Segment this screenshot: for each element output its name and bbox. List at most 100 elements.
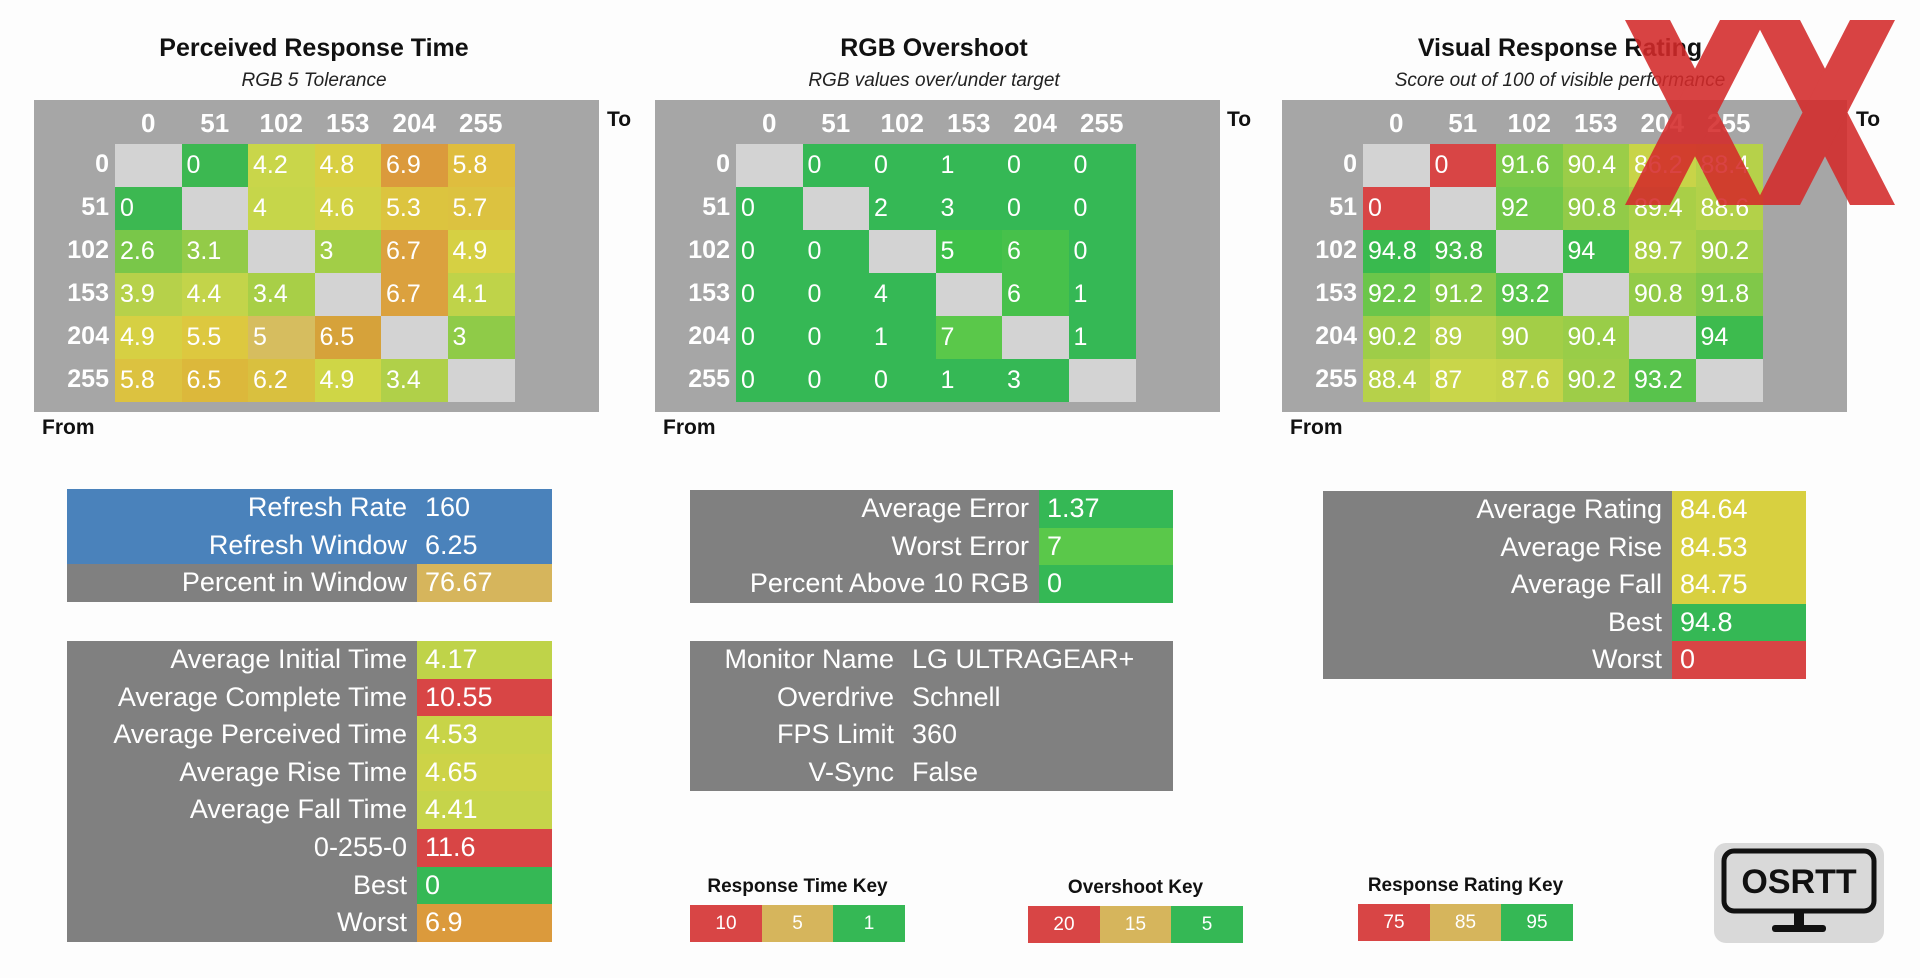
heatmap-cell: 0 bbox=[1068, 144, 1136, 187]
heatmap-cell: 4.9 bbox=[115, 316, 182, 359]
heatmap-cell: 5 bbox=[248, 316, 315, 359]
heatmap-cell-empty bbox=[1068, 359, 1136, 402]
column-header: 102 bbox=[1507, 108, 1551, 138]
heatmap-cell: 91.2 bbox=[1429, 273, 1497, 316]
axis-to-label: To bbox=[1856, 108, 1881, 131]
heatmap-cell: 4.4 bbox=[181, 273, 249, 316]
stat-label: Average Fall Time bbox=[67, 791, 417, 829]
stat-row: Percent in Window 76.67 bbox=[67, 564, 552, 602]
heatmap-cell: 1 bbox=[935, 144, 1003, 187]
stat-row: Refresh Rate 160 bbox=[67, 489, 552, 527]
chart-title-response-time: Perceived Response Time bbox=[159, 34, 469, 62]
column-header: 204 bbox=[1013, 108, 1057, 138]
heatmap-cell: 89.4 bbox=[1629, 187, 1696, 230]
stat-value: 6.9 bbox=[417, 904, 552, 942]
heatmap-cell: 5.5 bbox=[181, 316, 249, 359]
stat-label: Worst bbox=[67, 904, 417, 942]
heatmap-cell: 89 bbox=[1429, 316, 1497, 359]
stat-row: Average Rise 84.53 bbox=[1323, 528, 1806, 567]
axis-from-label: From bbox=[663, 416, 716, 439]
stat-label: Worst bbox=[1323, 641, 1672, 679]
heatmap-cell-empty bbox=[802, 187, 870, 230]
stat-value: Schnell bbox=[904, 678, 1173, 717]
heatmap-cell: 92.2 bbox=[1363, 273, 1430, 316]
stat-value: 1.37 bbox=[1039, 490, 1173, 528]
stat-value: False bbox=[904, 753, 1173, 792]
heatmap-cell: 90.2 bbox=[1363, 316, 1430, 359]
stat-value: 4.17 bbox=[417, 641, 552, 679]
stat-row: Average Perceived Time 4.53 bbox=[67, 716, 552, 754]
heatmap-cell-empty bbox=[1496, 230, 1563, 273]
axis-to-label: To bbox=[1227, 108, 1252, 131]
column-header: 204 bbox=[1640, 108, 1684, 138]
heatmap-cell: 1 bbox=[869, 316, 936, 359]
heatmap-cell: 4.8 bbox=[314, 144, 382, 187]
heatmap-cell: 90.8 bbox=[1562, 187, 1630, 230]
stat-row: Average Fall Time 4.41 bbox=[67, 791, 552, 829]
stat-row: Average Complete Time 10.55 bbox=[67, 678, 552, 717]
heatmap-cell: 3 bbox=[935, 187, 1003, 230]
row-header: 255 bbox=[67, 365, 109, 393]
stat-label: Average Rise bbox=[1323, 528, 1672, 567]
stat-label: Average Error bbox=[690, 490, 1039, 528]
heatmap-cell: 0 bbox=[736, 230, 803, 273]
heatmap-cell: 1 bbox=[1068, 316, 1136, 359]
heatmap-cell: 3.4 bbox=[248, 273, 315, 316]
heatmap-cell-empty bbox=[1363, 144, 1430, 187]
stat-label: Average Rating bbox=[1323, 491, 1672, 529]
heatmap-cell: 0 bbox=[1429, 144, 1497, 187]
heatmap-cell: 5.8 bbox=[447, 144, 515, 187]
heatmap-cell-empty bbox=[935, 273, 1003, 316]
heatmap-cell: 0 bbox=[802, 273, 870, 316]
stat-value: 94.8 bbox=[1672, 603, 1806, 642]
key-swatch: 75 bbox=[1358, 904, 1430, 941]
stat-label: Percent in Window bbox=[67, 564, 417, 602]
heatmap-cell: 0 bbox=[736, 316, 803, 359]
heatmap-cell: 88.4 bbox=[1695, 144, 1763, 187]
row-header: 51 bbox=[1329, 193, 1357, 221]
heatmap-cell-empty bbox=[869, 230, 936, 273]
heatmap-cell-empty bbox=[1562, 273, 1630, 316]
heatmap-cell-empty bbox=[1629, 316, 1696, 359]
heatmap-cell-empty bbox=[1002, 316, 1069, 359]
heatmap-cell: 6.7 bbox=[381, 273, 448, 316]
key-swatch: 15 bbox=[1099, 906, 1172, 943]
heatmap-cell: 2.6 bbox=[115, 230, 182, 273]
column-header: 51 bbox=[1448, 108, 1478, 138]
heatmap-overshoot: 0 51 102 153 204 255 0 51 102 153 204 255 0 0 1 0 0 0 2 3 0 0… bbox=[655, 100, 1220, 412]
heatmap-cell: 6 bbox=[1002, 273, 1069, 316]
stat-label: Average Complete Time bbox=[67, 678, 417, 717]
stat-value: 84.64 bbox=[1672, 491, 1806, 529]
heatmap-cell: 5.8 bbox=[115, 359, 182, 402]
key-swatch: 5 bbox=[1171, 906, 1243, 943]
chart-subtitle-overshoot: RGB values over/under target bbox=[808, 70, 1060, 91]
heatmap-cell: 6.5 bbox=[314, 316, 382, 359]
heatmap-cell: 6 bbox=[1002, 230, 1069, 273]
row-header: 0 bbox=[95, 150, 109, 178]
stat-label: V-Sync bbox=[690, 753, 904, 792]
stat-label: Overdrive bbox=[690, 678, 904, 717]
heatmap-cell: 0 bbox=[1068, 187, 1136, 230]
heatmap-response-time: 0 51 102 153 204 255 0 51 102 153 204 255 0 4.2 4.8 6.9… bbox=[34, 100, 599, 412]
stat-row: Percent Above 10 RGB 0 bbox=[690, 565, 1173, 603]
stat-label: Best bbox=[67, 866, 417, 905]
row-header: 204 bbox=[1315, 322, 1357, 350]
stat-label: 0-255-0 bbox=[67, 829, 417, 867]
column-header: 0 bbox=[141, 108, 156, 138]
key-swatch: 5 bbox=[761, 905, 834, 942]
column-header: 204 bbox=[392, 108, 436, 138]
logo-text: OSRTT bbox=[1741, 863, 1856, 901]
heatmap-cell: 0 bbox=[802, 359, 870, 402]
heatmap-visual-rating: 0 51 102 153 204 255 0 51 102 153 204 255 0 91.6 90.4 8… bbox=[1282, 100, 1847, 412]
key-swatch: 20 bbox=[1028, 906, 1100, 943]
stat-row: 0-255-0 11.6 bbox=[67, 829, 552, 867]
stat-label: Average Fall bbox=[1323, 566, 1672, 604]
heatmap-cell: 90.8 bbox=[1629, 273, 1696, 316]
axis-from-label: From bbox=[42, 416, 95, 439]
stat-row: V-Sync False bbox=[690, 753, 1173, 792]
column-header: 153 bbox=[326, 108, 370, 138]
stat-row: Average Rise Time 4.65 bbox=[67, 753, 552, 792]
column-header: 51 bbox=[200, 108, 230, 138]
heatmap-cell: 87.6 bbox=[1496, 359, 1563, 402]
stat-row: Worst 6.9 bbox=[67, 904, 552, 942]
